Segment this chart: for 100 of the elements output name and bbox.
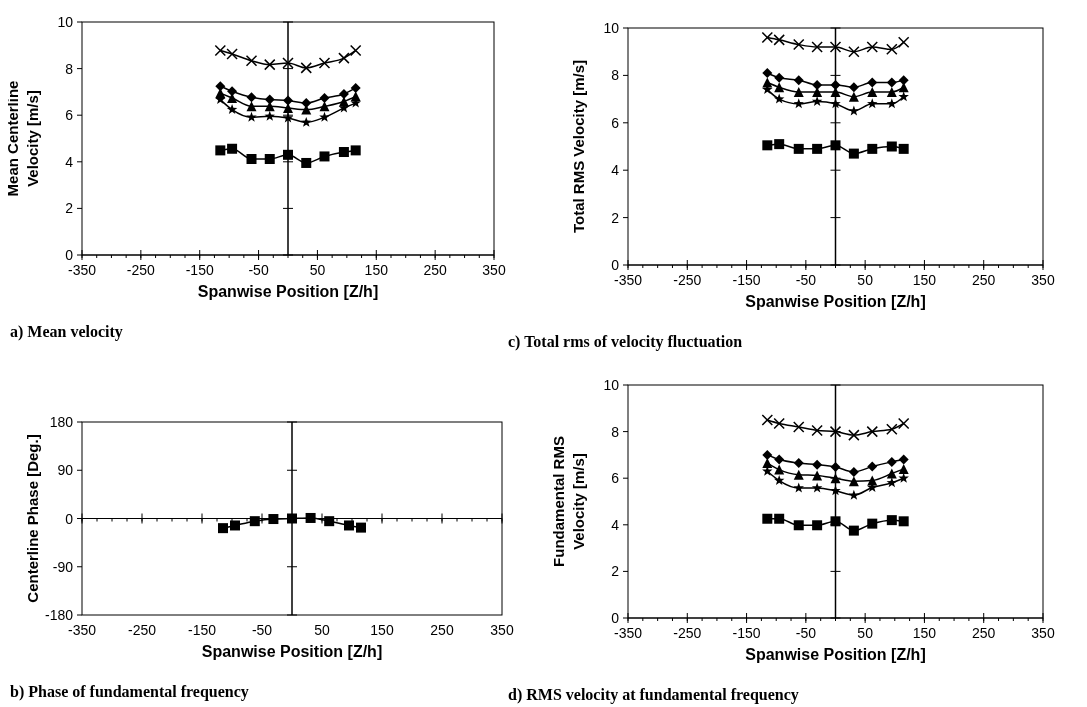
point (897, 36, 910, 48)
x-tick-label: 150 (370, 622, 394, 638)
point (867, 461, 878, 472)
point (227, 143, 238, 154)
point (246, 101, 257, 112)
y-tick-label: 10 (57, 14, 74, 30)
y-tick-label: 8 (611, 423, 620, 440)
point (793, 469, 804, 480)
point (338, 89, 349, 99)
point (830, 462, 841, 473)
x-tick-label: 150 (912, 625, 937, 641)
point (774, 139, 785, 150)
point (811, 424, 823, 437)
point (848, 489, 860, 500)
x-tick-label: 50 (857, 625, 874, 641)
point (264, 154, 275, 164)
point (792, 38, 805, 51)
point (264, 94, 275, 105)
x-tick-label: -250 (126, 262, 156, 278)
x-axis-title: Spanwise Position [Z/h] (745, 293, 926, 310)
point (349, 44, 362, 57)
x-tick-label: 350 (1031, 272, 1055, 288)
point (866, 425, 879, 438)
point (812, 79, 823, 90)
y-tick-label: 2 (65, 200, 74, 217)
point (793, 520, 804, 531)
point (773, 417, 785, 430)
point (793, 75, 804, 86)
x-tick-label: 250 (430, 622, 454, 638)
point (282, 112, 294, 123)
point (898, 91, 909, 102)
point (867, 98, 878, 109)
x-tick-label: 50 (857, 272, 874, 288)
point (264, 110, 275, 121)
point (319, 92, 330, 103)
text: d) RMS velocity at fundamental frequency (508, 686, 799, 704)
x-tick-label: 250 (972, 625, 996, 641)
point (246, 154, 257, 164)
x-tick-label: 350 (482, 262, 506, 278)
point (283, 149, 293, 160)
x-tick-label: -150 (185, 262, 214, 278)
y-tick-label: 8 (611, 67, 620, 84)
x-tick-label: -250 (127, 622, 157, 638)
point (886, 43, 898, 56)
point (283, 95, 293, 106)
x-axis-title: Spanwise Position [Z/h] (197, 283, 379, 300)
point (867, 518, 878, 529)
point (848, 148, 859, 159)
point (897, 417, 910, 430)
point (898, 75, 909, 86)
point (898, 463, 909, 474)
y-tick-label: 180 (49, 414, 74, 430)
point (829, 425, 842, 438)
point (812, 470, 823, 481)
point (811, 41, 823, 53)
point (215, 81, 226, 92)
y-tick-label: 0 (611, 257, 620, 273)
point (792, 421, 805, 433)
y-tick-label: 6 (611, 470, 620, 487)
point (898, 454, 909, 465)
point (761, 414, 774, 426)
y-tick-label: 0 (65, 510, 74, 527)
point (762, 513, 773, 524)
y-tick-label: 90 (57, 462, 74, 479)
y-tick-label: 2 (611, 563, 620, 580)
point (886, 141, 897, 152)
point (867, 143, 878, 154)
x-tick-label: -150 (732, 625, 761, 641)
y-axis-title: Total RMS Velocity [m/s] (570, 59, 587, 234)
text: c) Total rms of velocity fluctuation (508, 333, 743, 351)
point (830, 473, 841, 484)
x-tick-label: 150 (912, 272, 937, 288)
point (246, 111, 257, 122)
x-tick-label: -350 (613, 272, 643, 288)
point (829, 41, 842, 53)
y-tick-label: 4 (65, 153, 74, 170)
point (812, 459, 823, 470)
y-tick-label: -90 (52, 558, 74, 575)
point (215, 145, 226, 156)
point (848, 429, 860, 441)
point (774, 454, 785, 465)
point (774, 72, 785, 83)
point (848, 525, 859, 536)
x-tick-label: 350 (1031, 625, 1055, 641)
x-tick-label: -250 (673, 625, 702, 641)
x-tick-label: -50 (248, 262, 269, 278)
point (338, 147, 349, 158)
y-tick-label: 4 (611, 516, 620, 533)
point (793, 98, 804, 109)
x-tick-label: -350 (613, 625, 643, 641)
point (214, 44, 227, 57)
y-tick-label: -180 (44, 607, 74, 623)
point (886, 477, 898, 488)
x-tick-label: 150 (364, 262, 389, 278)
point (282, 57, 294, 69)
point (848, 91, 859, 102)
point (848, 82, 859, 93)
point (774, 513, 785, 524)
point (886, 468, 897, 479)
point (301, 116, 312, 127)
